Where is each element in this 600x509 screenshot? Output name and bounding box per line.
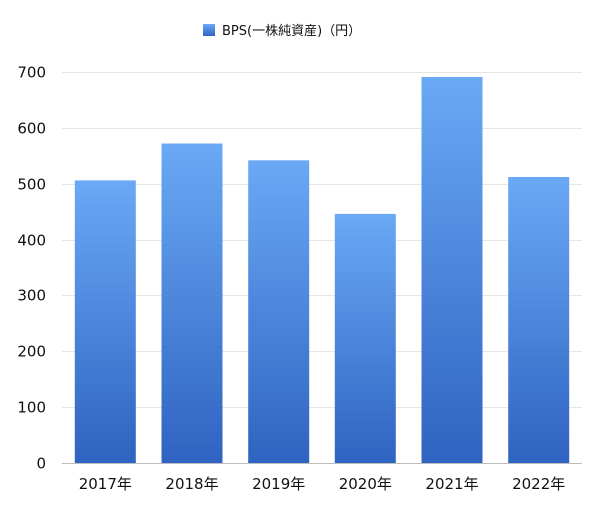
y-axis-tick-labels: 0 100 200 300 400 500 600 700 [17, 64, 46, 473]
y-tick-label: 300 [17, 287, 46, 305]
bar [74, 180, 136, 463]
x-tick-label: 2020年 [339, 475, 392, 493]
gridlines [62, 72, 582, 464]
legend-swatch [203, 24, 215, 36]
x-tick-label: 2019年 [252, 475, 305, 493]
bar [421, 77, 483, 463]
x-axis-tick-labels: 2017年 2018年 2019年 2020年 2021年 2022年 [79, 475, 566, 493]
y-tick-label: 500 [17, 176, 46, 194]
y-tick-label: 0 [36, 455, 46, 473]
y-tick-label: 200 [17, 343, 46, 361]
bar [161, 143, 223, 463]
bar [508, 177, 570, 463]
x-tick-label: 2017年 [79, 475, 132, 493]
y-tick-label: 600 [17, 120, 46, 138]
y-tick-label: 100 [17, 399, 46, 417]
bar [334, 213, 396, 463]
legend-label: BPS(一株純資産)（円） [222, 23, 361, 39]
y-tick-label: 700 [17, 64, 46, 82]
x-tick-label: 2021年 [425, 475, 478, 493]
x-tick-label: 2022年 [512, 475, 565, 493]
legend: BPS(一株純資産)（円） [203, 23, 361, 39]
x-tick-label: 2018年 [165, 475, 218, 493]
bars [74, 77, 570, 464]
bar [248, 160, 310, 464]
y-tick-label: 400 [17, 232, 46, 250]
